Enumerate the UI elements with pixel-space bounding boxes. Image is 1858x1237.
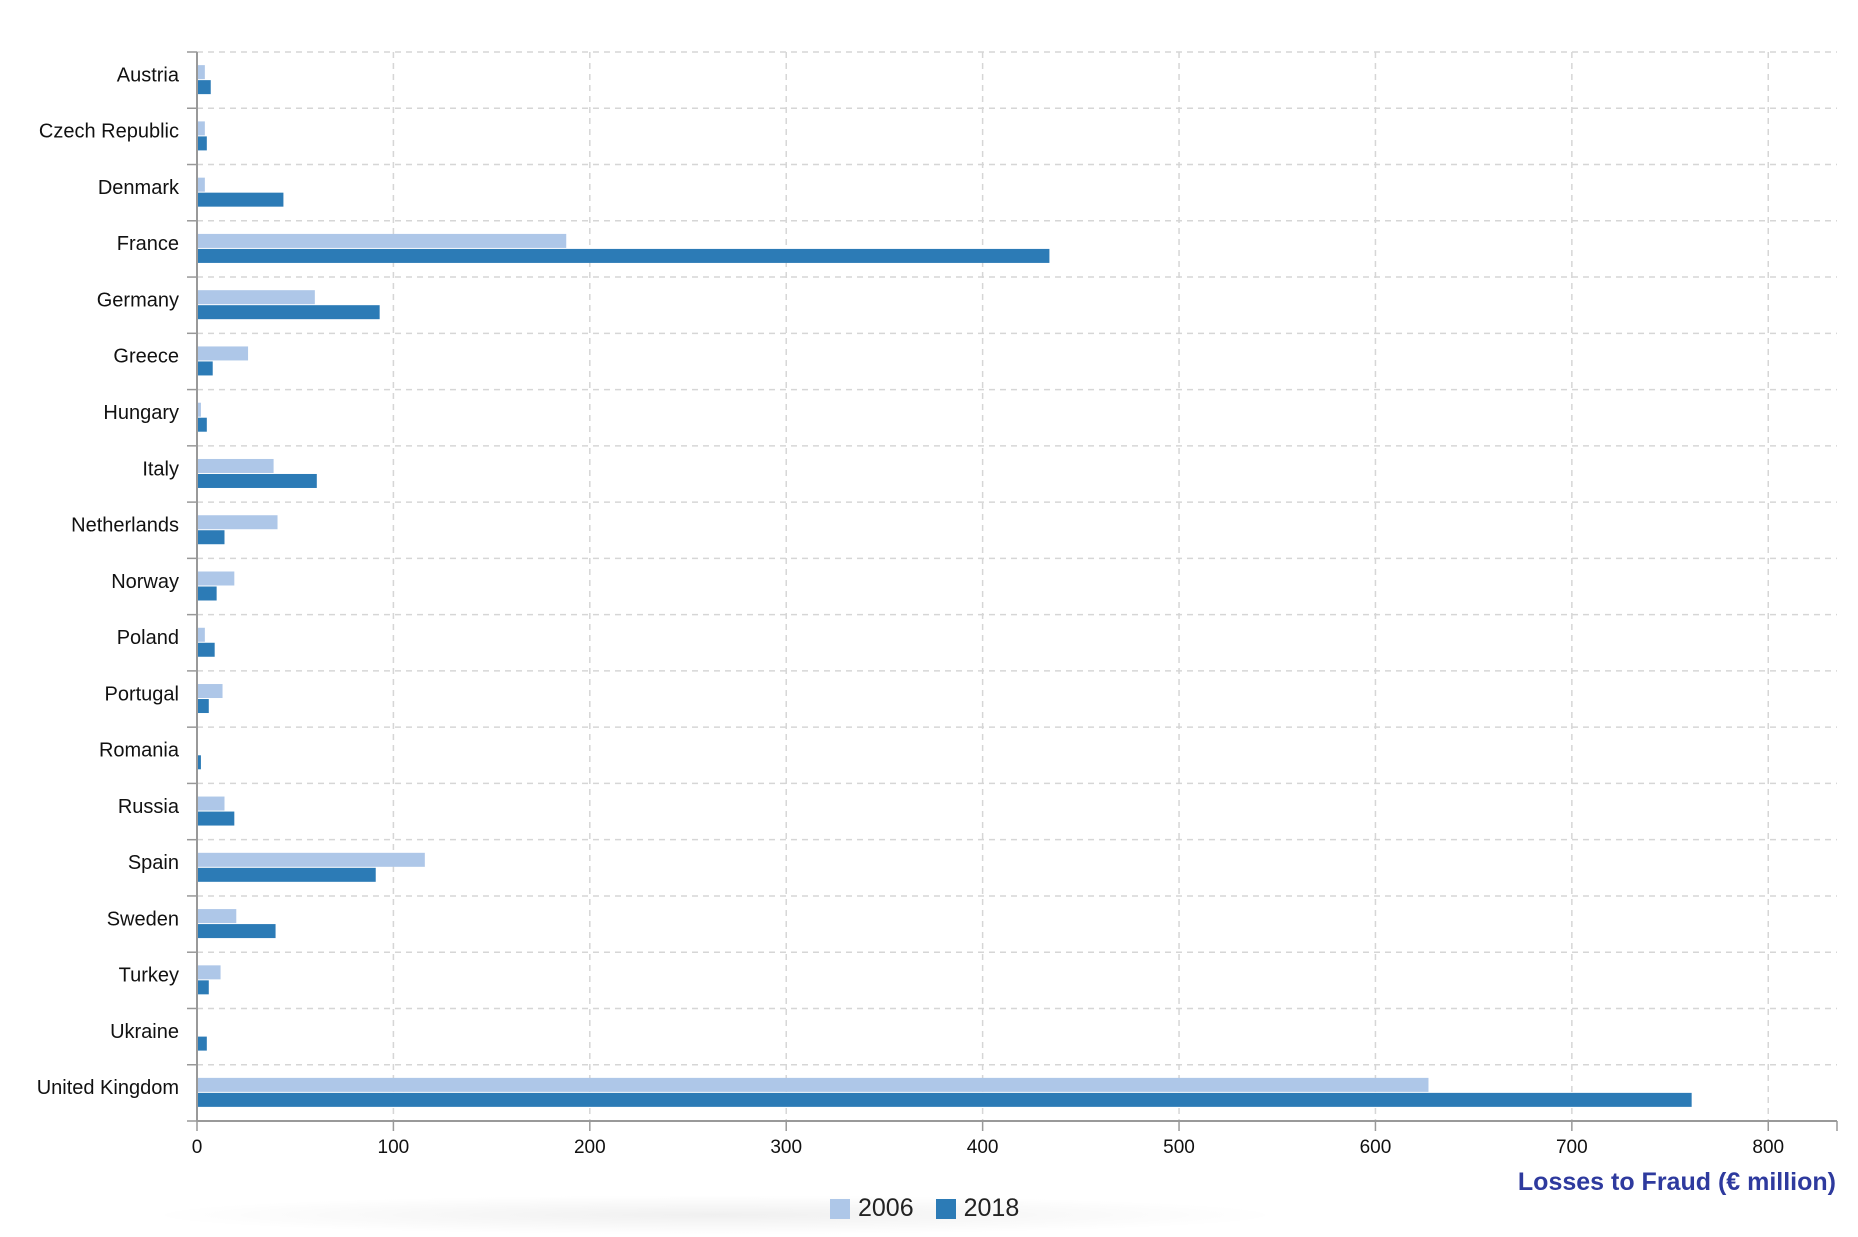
y-tick-label: Ukraine (110, 1021, 179, 1043)
y-tick-label: Hungary (103, 402, 179, 424)
x-tick-label: 700 (1556, 1137, 1588, 1158)
legend-swatch-2006 (830, 1198, 850, 1219)
bar-germany-2006 (197, 290, 315, 305)
y-tick-label: Norway (111, 571, 179, 593)
y-tick-label: Greece (113, 346, 179, 368)
y-tick-label: Denmark (98, 177, 180, 199)
legend: 2006 2018 (830, 1194, 1041, 1223)
x-tick-label: 800 (1752, 1137, 1784, 1158)
y-tick-label: United Kingdom (37, 1077, 179, 1099)
bar-portugal-2018 (197, 699, 209, 714)
y-tick-label: Germany (97, 289, 179, 311)
x-tick-label: 100 (378, 1137, 410, 1158)
bar-russia-2018 (197, 811, 235, 826)
bar-italy-2006 (197, 458, 274, 473)
legend-shadow (140, 1195, 1290, 1235)
legend-item-2018[interactable]: 2018 (935, 1194, 1020, 1223)
bar-poland-2006 (197, 627, 205, 642)
y-tick-label: Netherlands (71, 515, 179, 537)
bar-italy-2018 (197, 473, 317, 488)
bar-greece-2018 (197, 361, 213, 376)
y-tick-label: Poland (117, 627, 179, 649)
x-tick-label: 600 (1360, 1137, 1392, 1158)
x-tick-label: 200 (574, 1137, 606, 1158)
y-tick-label: Portugal (105, 683, 180, 705)
legend-label-2018: 2018 (963, 1194, 1020, 1222)
y-tick-label: Turkey (119, 965, 179, 987)
bar-sweden-2006 (197, 909, 237, 924)
legend-swatch-2018 (935, 1198, 956, 1219)
bar-spain-2018 (197, 867, 376, 882)
bar-hungary-2018 (197, 417, 207, 432)
bar-greece-2006 (197, 346, 249, 361)
bar-denmark-2018 (197, 192, 284, 207)
bar-czech-republic-2006 (197, 121, 205, 136)
bar-ukraine-2018 (197, 1036, 207, 1051)
bar-france-2006 (197, 233, 567, 248)
bar-netherlands-2006 (197, 515, 278, 530)
bar-hungary-2006 (197, 402, 201, 417)
x-tick-label: 500 (1163, 1137, 1195, 1158)
bar-france-2018 (197, 248, 1050, 263)
bar-austria-2018 (197, 80, 211, 95)
bar-czech-republic-2018 (197, 136, 207, 151)
y-tick-label: Russia (118, 796, 180, 818)
bar-austria-2006 (197, 65, 205, 80)
bar-norway-2018 (197, 586, 217, 601)
bar-netherlands-2018 (197, 530, 225, 545)
bar-united-kingdom-2018 (197, 1092, 1692, 1107)
bar-turkey-2018 (197, 980, 209, 995)
bar-germany-2018 (197, 305, 380, 320)
legend-label-2006: 2006 (858, 1194, 914, 1222)
x-axis-title: Losses to Fraud (€ million) (1517, 1168, 1836, 1196)
x-tick-label: 300 (770, 1137, 802, 1158)
bar-norway-2006 (197, 571, 235, 586)
y-tick-label: France (117, 233, 179, 255)
y-tick-label: Czech Republic (39, 121, 179, 143)
y-tick-label: Spain (128, 852, 179, 874)
bar-romania-2018 (197, 755, 201, 770)
bar-poland-2018 (197, 642, 215, 657)
bar-turkey-2006 (197, 965, 221, 980)
legend-item-2006[interactable]: 2006 (830, 1194, 914, 1223)
bar-portugal-2006 (197, 684, 223, 699)
y-tick-label: Italy (142, 458, 179, 480)
x-tick-label: 0 (192, 1137, 203, 1158)
bar-spain-2006 (197, 852, 425, 867)
bar-united-kingdom-2006 (197, 1077, 1429, 1092)
y-tick-label: Austria (117, 64, 180, 86)
y-tick-label: Sweden (107, 908, 179, 930)
bar-russia-2006 (197, 796, 225, 811)
y-tick-label: Romania (99, 740, 180, 762)
x-tick-label: 400 (967, 1137, 999, 1158)
bar-sweden-2018 (197, 924, 276, 939)
bar-denmark-2006 (197, 177, 205, 192)
